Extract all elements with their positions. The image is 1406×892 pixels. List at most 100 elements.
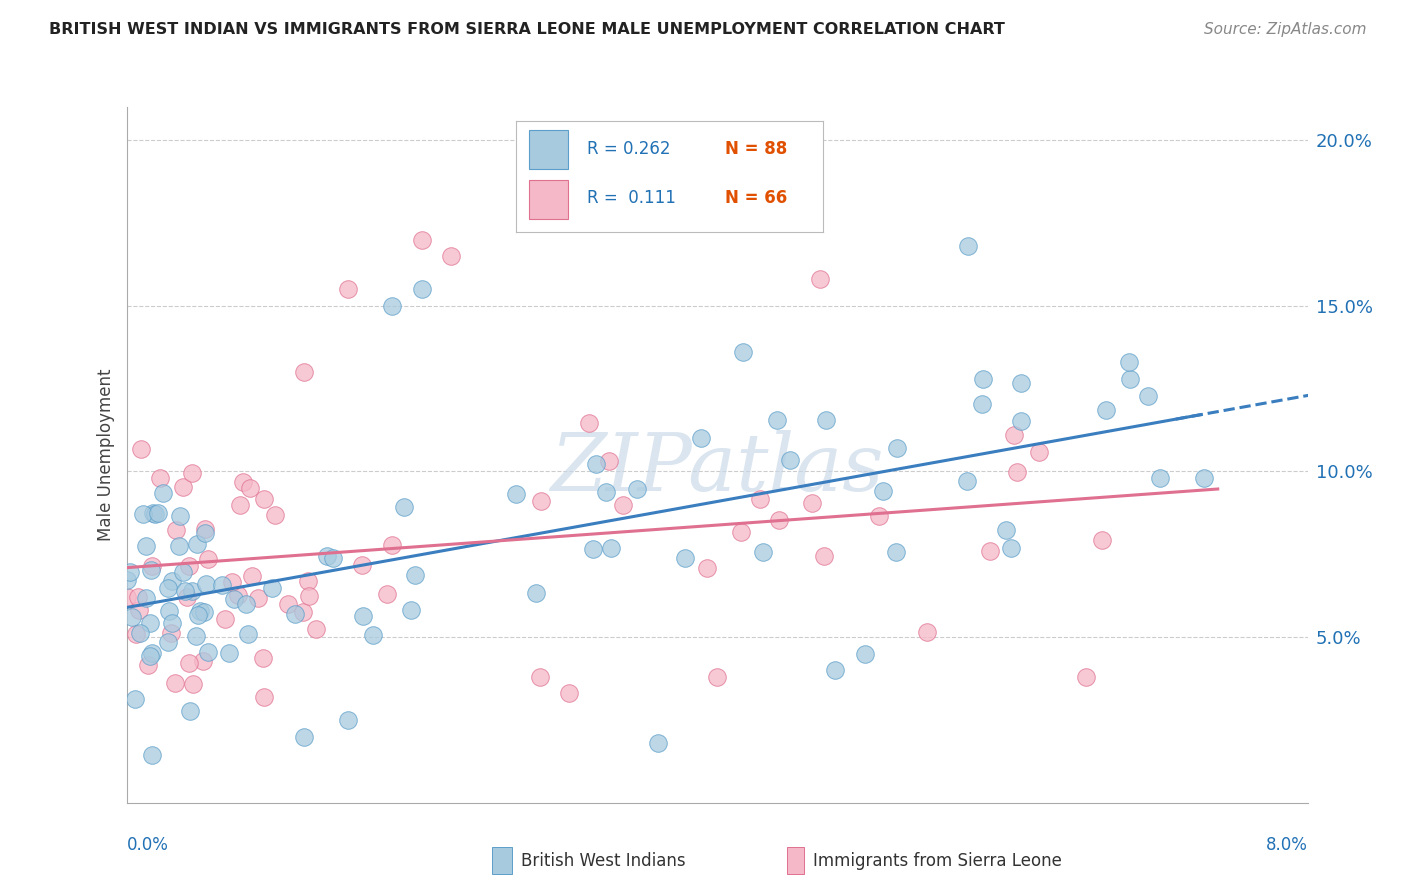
Point [292, 365, 315, 379]
Point [262, 581, 284, 595]
Point [1028, 445, 1050, 459]
Point [752, 545, 775, 559]
Point [194, 523, 217, 537]
Point [316, 549, 339, 563]
Point [167, 540, 190, 554]
Bar [492, 847, 512, 874]
Point [128, 626, 150, 640]
Point [177, 559, 200, 574]
Point [236, 627, 259, 641]
Point [765, 412, 787, 426]
Point [141, 558, 163, 573]
Point [558, 686, 581, 700]
Point [979, 543, 1001, 558]
Point [263, 508, 285, 522]
Point [706, 670, 728, 684]
Point [253, 690, 276, 705]
Point [239, 481, 262, 495]
Point [995, 523, 1018, 537]
Point [585, 458, 607, 472]
Point [188, 604, 211, 618]
Point [1076, 670, 1098, 684]
Point [1000, 541, 1022, 555]
Point [381, 538, 404, 552]
Point [232, 475, 254, 489]
Point [165, 523, 187, 537]
Point [1091, 533, 1114, 547]
Point [361, 628, 384, 642]
Point [529, 670, 551, 684]
Point [801, 496, 824, 510]
Point [176, 591, 198, 605]
Point [226, 588, 249, 602]
Point [972, 397, 994, 411]
Point [824, 663, 846, 677]
Point [211, 578, 233, 592]
Point [292, 730, 315, 744]
Point [814, 413, 837, 427]
Point [156, 635, 179, 649]
Text: 0.0%: 0.0% [127, 836, 169, 855]
Point [853, 647, 876, 661]
Point [186, 537, 208, 551]
Point [191, 654, 214, 668]
Point [1002, 427, 1025, 442]
Point [193, 605, 215, 619]
Point [350, 558, 373, 573]
Point [118, 565, 141, 579]
Point [224, 592, 246, 607]
Point [696, 560, 718, 574]
Point [626, 482, 648, 496]
Point [128, 602, 150, 616]
Point [411, 282, 433, 296]
Point [884, 545, 907, 559]
Point [221, 575, 243, 590]
Point [157, 581, 180, 595]
Y-axis label: Male Unemployment: Male Unemployment [97, 368, 115, 541]
Point [139, 615, 162, 630]
Point [197, 645, 219, 659]
Point [381, 299, 404, 313]
Point [143, 507, 166, 521]
Point [181, 584, 204, 599]
Point [173, 584, 195, 599]
Text: ZIPatlas: ZIPatlas [550, 430, 884, 508]
Point [530, 493, 553, 508]
Point [582, 541, 605, 556]
Point [132, 508, 155, 522]
Point [214, 612, 236, 626]
Point [612, 498, 634, 512]
Point [125, 626, 148, 640]
Point [813, 549, 835, 563]
Point [184, 629, 207, 643]
Point [598, 454, 620, 468]
Point [600, 541, 623, 555]
Point [1136, 389, 1159, 403]
Point [142, 506, 165, 520]
Point [352, 609, 374, 624]
Point [277, 597, 299, 611]
Text: BRITISH WEST INDIAN VS IMMIGRANTS FROM SIERRA LEONE MALE UNEMPLOYMENT CORRELATIO: BRITISH WEST INDIAN VS IMMIGRANTS FROM S… [49, 22, 1005, 37]
Point [404, 567, 426, 582]
Point [647, 736, 669, 750]
Point [972, 372, 994, 386]
Point [440, 249, 463, 263]
Point [505, 486, 527, 500]
Point [135, 539, 157, 553]
Point [1095, 402, 1118, 417]
Point [160, 625, 183, 640]
Point [197, 552, 219, 566]
Point [179, 705, 201, 719]
Point [169, 509, 191, 524]
Point [779, 452, 801, 467]
Point [141, 646, 163, 660]
Point [194, 576, 217, 591]
Point [1005, 465, 1028, 479]
Point [253, 492, 276, 507]
Point [337, 282, 360, 296]
Point [139, 649, 162, 664]
Point [139, 563, 162, 577]
Point [194, 526, 217, 541]
Point [731, 345, 754, 359]
Point [322, 550, 344, 565]
